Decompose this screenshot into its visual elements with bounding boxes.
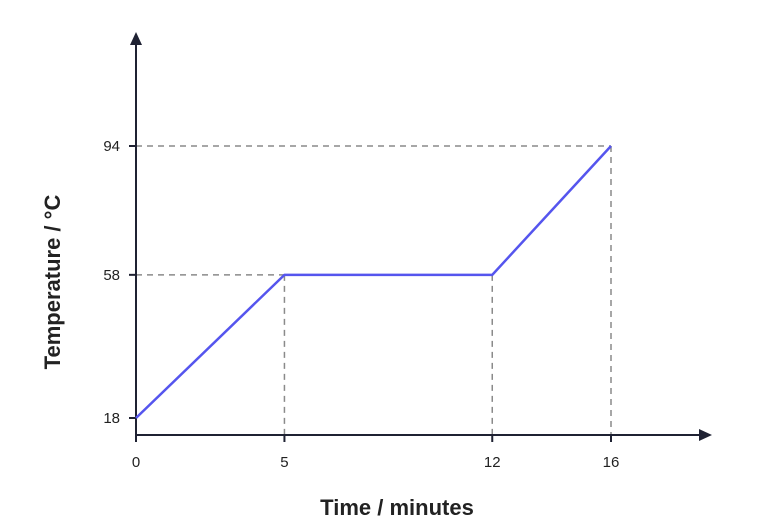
series-line [135,145,612,419]
y-axis-title: Temperature / °C [40,195,65,370]
y-tick-label: 58 [103,267,120,284]
y-axis-arrowhead [130,32,142,45]
x-tick-label: 16 [603,454,620,471]
x-ticks: 0 5 12 16 [132,435,620,471]
y-tick-label: 94 [103,138,120,155]
x-tick-label: 5 [280,454,288,471]
x-axis-arrowhead [699,429,712,441]
y-ticks: 18 58 94 [103,138,136,427]
guide-lines [136,145,612,435]
y-tick-label: 18 [103,410,120,427]
axes [130,32,712,441]
x-tick-label: 0 [132,454,140,471]
x-axis-title: Time / minutes [320,495,474,520]
x-tick-label: 12 [484,454,501,471]
